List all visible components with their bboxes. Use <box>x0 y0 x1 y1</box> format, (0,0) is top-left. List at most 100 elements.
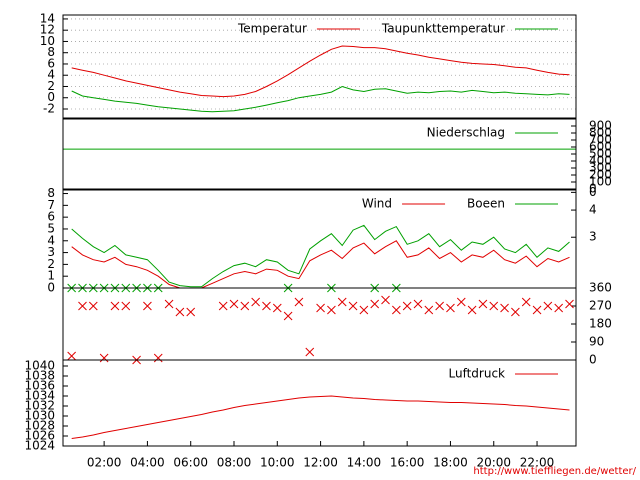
direction-point <box>370 299 380 309</box>
direction-point <box>565 299 574 309</box>
y2-tick-label: 270 <box>589 299 612 313</box>
direction-point <box>446 303 455 313</box>
y-tick-label: 6 <box>47 210 55 224</box>
y-tick-label: 1 <box>47 269 55 283</box>
x-tick-label: 16:00 <box>390 456 425 470</box>
direction-point <box>294 297 304 307</box>
direction-point <box>78 301 87 311</box>
direction-point <box>532 305 542 315</box>
y2-tick-label: 700 <box>589 133 612 147</box>
y2-tick-label: 400 <box>589 154 612 168</box>
y-tick-label: 5 <box>47 221 55 235</box>
direction-point <box>435 301 444 311</box>
direction-point <box>229 299 239 309</box>
y-tick-label: 1032 <box>24 399 55 413</box>
y2-tick-label: 3 <box>589 230 597 244</box>
direction-point <box>99 353 109 363</box>
y-tick-label: 1036 <box>24 379 55 393</box>
series-line <box>71 45 570 98</box>
direction-point <box>521 297 531 307</box>
y-tick-label: 6 <box>47 56 55 70</box>
y2-tick-label: 200 <box>589 168 612 182</box>
direction-point <box>218 301 228 311</box>
direction-point <box>110 301 120 311</box>
panel-frame <box>62 359 577 447</box>
direction-point <box>424 305 434 315</box>
direction-point <box>186 307 196 317</box>
y-tick-label: 1038 <box>24 369 55 383</box>
y-tick-label: 7 <box>47 198 55 212</box>
y2-tick-label: 0 <box>589 182 597 196</box>
direction-point <box>143 301 152 311</box>
y-tick-label: 4 <box>47 233 55 247</box>
y2-tick-label: 0 <box>589 353 597 367</box>
y-tick-label: 0 <box>47 90 55 104</box>
y-tick-label: 1040 <box>24 359 55 373</box>
direction-point <box>489 301 499 311</box>
direction-point <box>348 301 358 311</box>
legend-label: Luftdruck <box>448 367 505 381</box>
series-line <box>71 85 570 113</box>
y2-tick-label: 4 <box>589 203 597 217</box>
direction-point <box>413 299 423 309</box>
series-line <box>71 224 570 288</box>
x-tick-label: 04:00 <box>130 456 165 470</box>
direction-point <box>67 351 77 361</box>
direction-point <box>251 297 260 307</box>
y2-tick-label: 600 <box>589 140 612 154</box>
y2-tick-label: 900 <box>589 119 612 133</box>
series-line <box>71 240 570 289</box>
direction-point <box>391 305 401 315</box>
direction-point <box>359 305 369 315</box>
y-tick-label: 10 <box>40 34 55 48</box>
direction-point <box>467 305 477 315</box>
x-tick-label: 12:00 <box>303 456 338 470</box>
direction-point <box>240 301 250 311</box>
direction-point <box>543 301 553 311</box>
direction-point <box>121 301 131 311</box>
x-tick-label: 02:00 <box>87 456 122 470</box>
direction-point <box>327 305 336 315</box>
y-tick-label: 1034 <box>24 389 55 403</box>
y2-tick-label: 90 <box>589 335 604 349</box>
y-tick-label: 1030 <box>24 409 55 423</box>
direction-point <box>153 353 163 363</box>
y-tick-label: 4 <box>47 68 55 82</box>
x-tick-label: 08:00 <box>217 456 252 470</box>
x-tick-label: 14:00 <box>347 456 382 470</box>
y-tick-label: 1024 <box>24 439 55 453</box>
x-tick-label: 10:00 <box>260 456 295 470</box>
direction-point <box>88 301 98 311</box>
direction-point <box>500 303 509 313</box>
y-tick-label: 1028 <box>24 419 55 433</box>
y2-tick-label: 180 <box>589 317 612 331</box>
legend-label: Temperatur <box>237 22 307 36</box>
y-tick-label: -2 <box>43 101 55 115</box>
y-tick-label: 1026 <box>24 429 55 443</box>
y-tick-label: 2 <box>47 79 55 93</box>
direction-point <box>316 303 325 313</box>
y-tick-label: 8 <box>47 45 55 59</box>
direction-point <box>305 347 315 357</box>
direction-point <box>283 311 293 321</box>
y-tick-label: 0 <box>47 281 55 295</box>
direction-point <box>554 303 564 313</box>
direction-point <box>511 307 520 317</box>
legend-label: Boeen <box>467 197 505 211</box>
legend-label: Niederschlag <box>427 126 505 140</box>
y-tick-label: 3 <box>47 245 55 259</box>
y-tick-label: 2 <box>47 257 55 271</box>
direction-point <box>478 299 488 309</box>
y2-tick-label: 360 <box>589 281 612 295</box>
x-tick-label: 22:00 <box>520 456 555 470</box>
y-tick-label: 14 <box>40 11 55 25</box>
panel-frame <box>62 118 577 190</box>
legend-label: Wind <box>362 197 392 211</box>
direction-point <box>175 307 185 317</box>
y2-tick-label: 500 <box>589 147 612 161</box>
direction-point <box>164 299 174 309</box>
direction-point <box>402 301 412 311</box>
x-tick-label: 18:00 <box>433 456 468 470</box>
y2-tick-label: 800 <box>589 126 612 140</box>
